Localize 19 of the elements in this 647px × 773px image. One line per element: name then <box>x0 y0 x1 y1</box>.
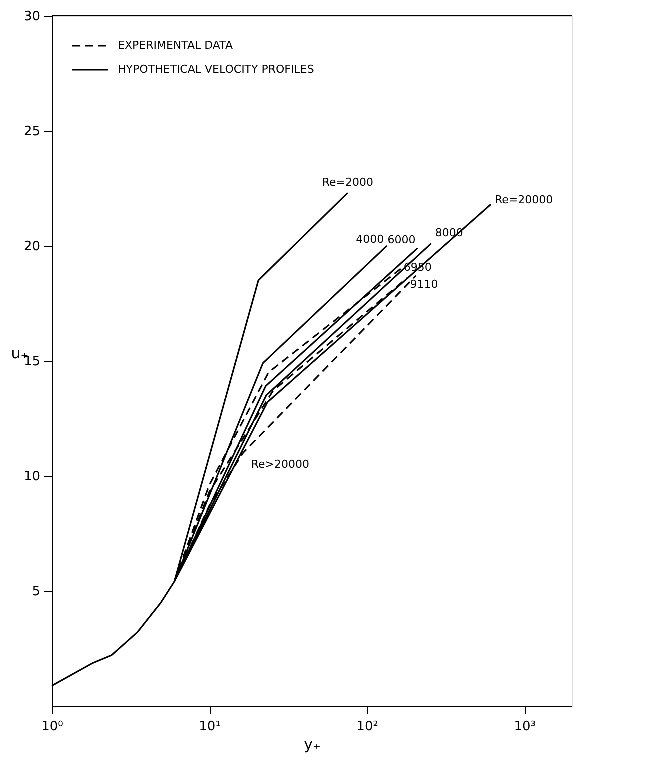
x-tick-label: 10³ <box>514 720 536 734</box>
x-tick-label: 10² <box>356 720 378 734</box>
series-label: 4000 <box>356 233 384 246</box>
series-label: Re=2000 <box>322 176 374 190</box>
y-tick-label: 30 <box>24 10 40 24</box>
annotation: HYPOTHETICAL VELOCITY PROFILES <box>118 63 314 76</box>
series-label: Re=20000 <box>494 194 554 207</box>
x-tick-label: 10⁰ <box>42 720 64 734</box>
series-label: 9110 <box>410 278 438 292</box>
series-label: 6000 <box>388 233 416 246</box>
x-tick-label: 10¹ <box>199 720 221 734</box>
y-tick-label: 10 <box>24 470 40 484</box>
annotation: EXPERIMENTAL DATA <box>118 39 234 52</box>
series-label: Re>20000 <box>251 458 310 471</box>
y-tick-label: 20 <box>24 240 40 254</box>
y-tick-label: 5 <box>32 584 40 600</box>
x-axis-title: y₊ <box>304 736 321 754</box>
y-axis-title: u₊ <box>11 344 29 362</box>
y-tick-label: 25 <box>24 124 40 140</box>
